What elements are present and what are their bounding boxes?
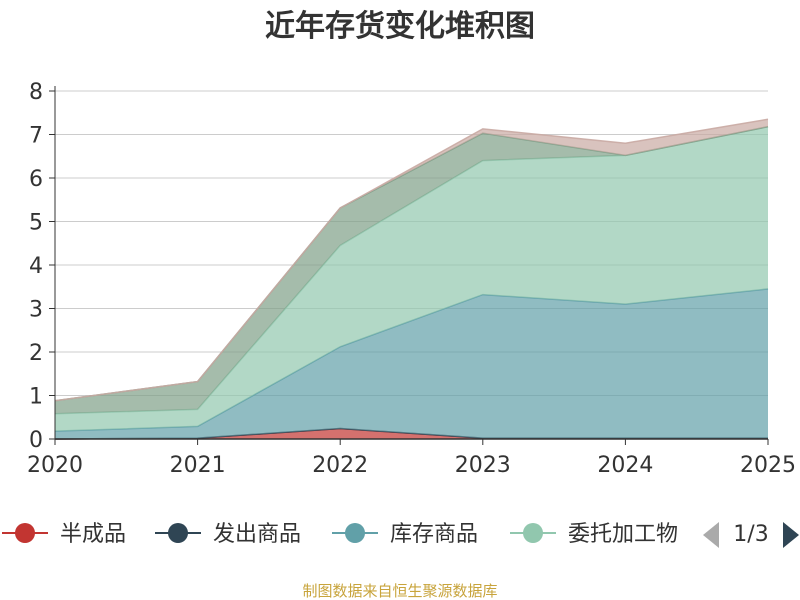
source-note: 制图数据来自恒生聚源数据库	[302, 582, 497, 600]
legend-item-label: 半成品	[60, 522, 126, 547]
legend-marker-icon	[168, 523, 188, 543]
legend-pager: 1/3	[703, 522, 799, 548]
x-tick-label: 2021	[170, 453, 226, 478]
legend: 半成品 发出商品 库存商品 委托加工物	[2, 522, 678, 547]
y-tick-label: 0	[29, 428, 43, 453]
legend-marker-icon	[345, 523, 365, 543]
y-tick-label: 6	[29, 167, 43, 192]
area-series-band	[55, 288, 768, 439]
legend-page-indicator: 1/3	[733, 522, 768, 547]
x-tick-label: 2023	[455, 453, 511, 478]
area-series-line	[54, 118, 769, 402]
area-series	[54, 118, 769, 440]
y-tick-label: 7	[29, 124, 43, 149]
legend-item-label: 库存商品	[390, 522, 478, 547]
x-tick-label: 2020	[27, 453, 83, 478]
y-tick-label: 4	[29, 254, 43, 279]
chart-title: 近年存货变化堆积图	[265, 9, 535, 44]
y-tick-label: 1	[29, 385, 43, 410]
y-tick-label: 2	[29, 341, 43, 366]
area-series-band	[55, 126, 768, 414]
x-tick-label: 2025	[740, 453, 796, 478]
area-series-band	[55, 126, 768, 432]
legend-item-label: 委托加工物	[568, 522, 678, 547]
y-tick-label: 3	[29, 298, 43, 323]
legend-marker-icon	[15, 523, 35, 543]
legend-item-label: 发出商品	[213, 522, 301, 547]
x-tick-label: 2024	[597, 453, 653, 478]
x-tick-label: 2022	[312, 453, 368, 478]
legend-prev-arrow-icon[interactable]	[703, 522, 719, 548]
axes: 2020 2021 2022 2023 2024 2025	[27, 86, 796, 478]
y-tick-label: 5	[29, 211, 43, 236]
legend-marker-icon	[523, 523, 543, 543]
legend-next-arrow-icon[interactable]	[783, 522, 799, 548]
y-tick-label: 8	[29, 80, 43, 105]
